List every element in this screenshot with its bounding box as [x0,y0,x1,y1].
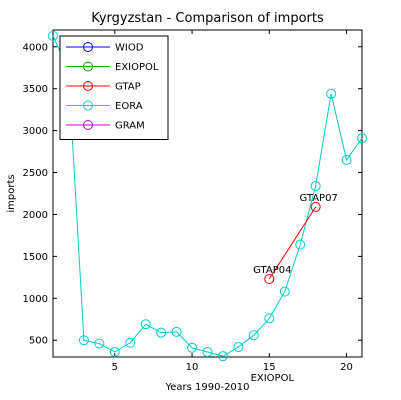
y-tick-label: 3000 [23,126,48,137]
eora-point [156,327,167,338]
legend: WIOD EXIOPOL GTAP EORA GRAM [59,35,169,140]
annotations: GTAP04 GTAP07 EXIOPOL [251,193,338,384]
legend-marker [83,81,93,91]
y-tick-label: 500 [29,336,48,347]
gtap-series-line [268,206,317,280]
eora-point [140,319,151,330]
eora-point [326,88,337,99]
legend-marker [83,100,93,111]
eora-point [109,346,120,357]
x-tick-label: 15 [263,362,276,373]
annotation-label: GTAP04 [253,265,291,276]
legend-label: WIOD [115,43,144,54]
gtap-point [310,201,321,212]
chart-title: Kyrgyzstan - Comparison of imports [91,11,324,26]
y-tick-label: 4000 [23,42,48,53]
eora-point [171,326,182,337]
eora-point [187,342,198,353]
axis-ticks: 5 10 15 20 500 1000 1500 2000 2500 3000 3500 4000 [23,30,362,373]
series-lines [48,30,367,362]
legend-marker [83,61,93,72]
x-tick-label: 10 [186,362,199,373]
y-tick-label: 2000 [23,210,48,221]
eora-series-line [52,35,363,357]
eora-point [78,335,89,346]
eora-point [94,338,105,349]
eora-point [310,180,321,191]
legend-label: EORA [115,101,143,112]
y-tick-label: 1000 [23,294,48,305]
legend-marker [83,120,93,130]
eora-point [295,239,306,250]
eora-point [217,351,228,362]
legend-box [59,35,169,140]
legend-label: GRAM [115,121,145,132]
gtap-point [264,274,275,285]
eora-point [264,313,275,324]
legend-label: EXIOPOL [115,62,159,73]
eora-point [125,337,136,348]
y-axis-label: imports [6,174,17,212]
eora-point [48,30,58,41]
x-tick-label: 5 [112,362,118,373]
x-tick-label: 20 [340,362,353,373]
legend-marker [83,42,93,52]
y-tick-label: 2500 [23,168,48,179]
annotation-label: GTAP07 [299,193,337,204]
eora-point [279,286,290,297]
x-axis-label: Years 1990-2010 [164,382,249,393]
annotation-label: EXIOPOL [251,373,295,384]
y-tick-label: 3500 [23,84,48,95]
eora-point [248,330,259,341]
eora-point [233,341,244,352]
y-tick-label: 1500 [23,252,48,263]
eora-point [341,154,352,165]
eora-point [202,346,213,357]
legend-label: GTAP [115,82,141,93]
eora-point [357,133,367,144]
